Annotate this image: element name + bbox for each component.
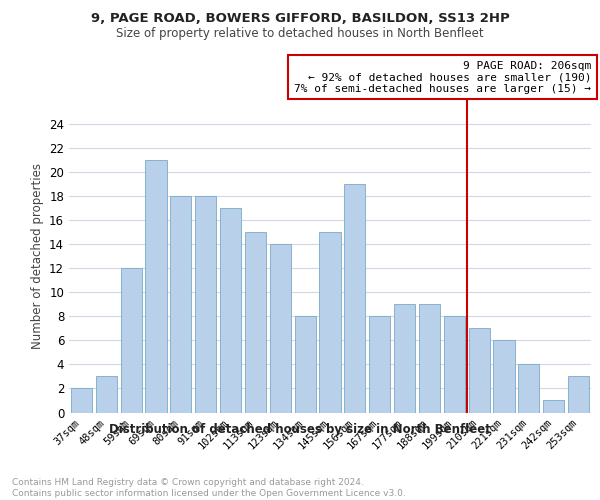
Bar xyxy=(543,400,564,412)
Bar xyxy=(121,268,142,412)
Bar xyxy=(518,364,539,412)
Bar xyxy=(270,244,291,412)
Bar xyxy=(444,316,465,412)
Bar xyxy=(71,388,92,412)
Text: Distribution of detached houses by size in North Benfleet: Distribution of detached houses by size … xyxy=(109,422,491,436)
Bar xyxy=(369,316,390,412)
Bar xyxy=(419,304,440,412)
Bar xyxy=(394,304,415,412)
Bar xyxy=(469,328,490,412)
Bar xyxy=(295,316,316,412)
Bar xyxy=(145,160,167,412)
Bar xyxy=(195,196,216,412)
Bar xyxy=(568,376,589,412)
Text: Size of property relative to detached houses in North Benfleet: Size of property relative to detached ho… xyxy=(116,28,484,40)
Y-axis label: Number of detached properties: Number of detached properties xyxy=(31,163,44,349)
Text: 9 PAGE ROAD: 206sqm
← 92% of detached houses are smaller (190)
7% of semi-detach: 9 PAGE ROAD: 206sqm ← 92% of detached ho… xyxy=(294,60,591,94)
Bar xyxy=(493,340,515,412)
Bar xyxy=(220,208,241,412)
Text: Contains HM Land Registry data © Crown copyright and database right 2024.
Contai: Contains HM Land Registry data © Crown c… xyxy=(12,478,406,498)
Bar xyxy=(245,232,266,412)
Bar xyxy=(344,184,365,412)
Bar xyxy=(170,196,191,412)
Bar xyxy=(96,376,117,412)
Text: 9, PAGE ROAD, BOWERS GIFFORD, BASILDON, SS13 2HP: 9, PAGE ROAD, BOWERS GIFFORD, BASILDON, … xyxy=(91,12,509,26)
Bar xyxy=(319,232,341,412)
